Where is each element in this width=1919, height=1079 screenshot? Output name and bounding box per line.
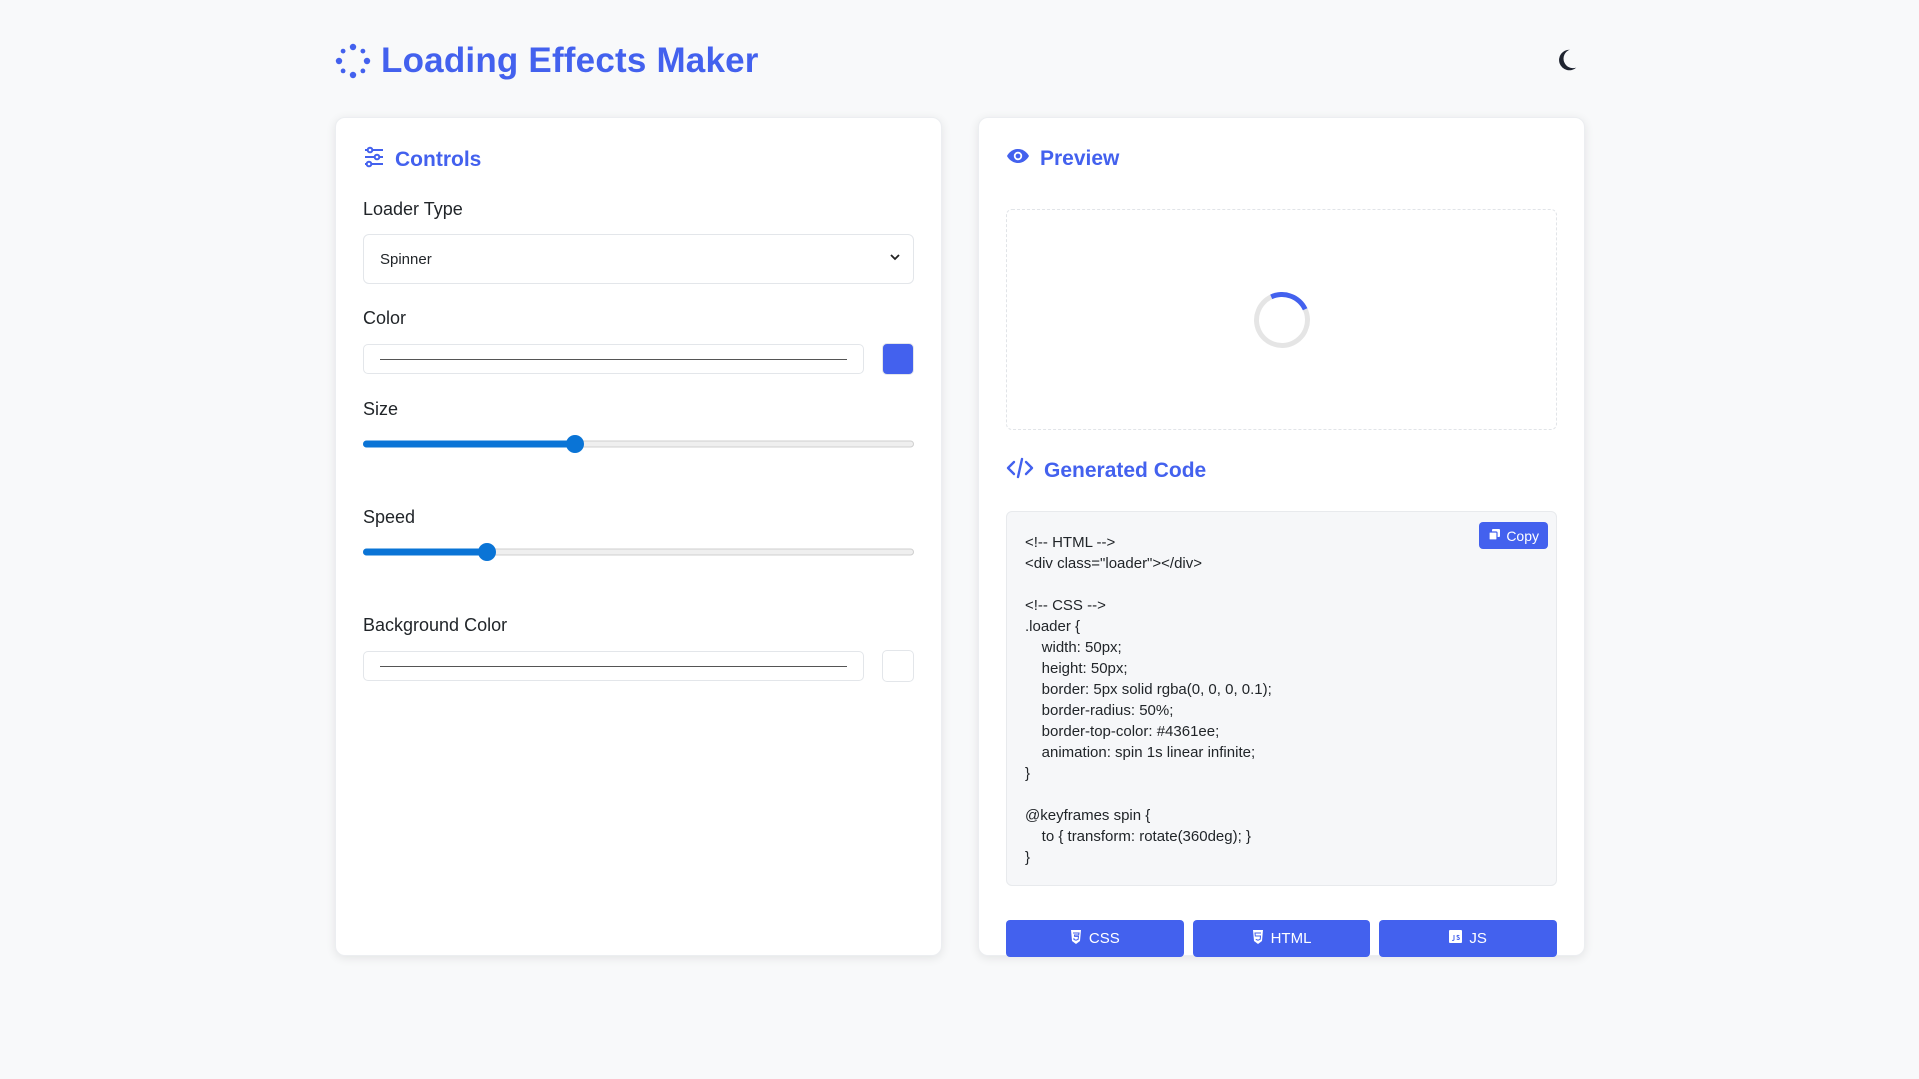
moon-icon: [1553, 47, 1579, 76]
background-color-text-input[interactable]: [363, 651, 864, 681]
background-color-label: Background Color: [363, 615, 508, 635]
html-label: HTML: [1270, 930, 1312, 947]
size-slider-fill: [363, 440, 576, 448]
js-label: JS: [1469, 930, 1487, 947]
speed-slider-fill: [363, 548, 487, 556]
code-text: <!-- HTML --> <div class="loader"></div>…: [1025, 534, 1272, 866]
preview-heading: Preview: [1006, 146, 1557, 172]
controls-card: Controls Loader Type Spinner Color: [335, 117, 942, 956]
preview-title: Preview: [1040, 147, 1120, 170]
preview-card: Preview Generated Code: [978, 117, 1585, 957]
speed-slider-thumb[interactable]: [477, 543, 496, 561]
css3-icon: [1070, 929, 1082, 948]
eye-icon: [1006, 146, 1030, 172]
loader-type-label: Loader Type: [363, 199, 463, 219]
html-button[interactable]: HTML: [1192, 920, 1371, 957]
chevron-down-icon: [889, 250, 901, 268]
size-slider[interactable]: [363, 434, 914, 454]
sliders-icon: [363, 146, 385, 174]
app-title: Loading Effects Maker: [381, 41, 759, 80]
css-label: CSS: [1088, 930, 1120, 947]
js-icon: [1449, 930, 1463, 947]
speed-label: Speed: [363, 507, 416, 527]
speed-slider[interactable]: [363, 542, 914, 562]
size-label: Size: [363, 399, 399, 419]
code-icon: [1006, 457, 1034, 485]
css-button[interactable]: CSS: [1006, 920, 1184, 957]
controls-title: Controls: [395, 148, 482, 171]
spinner-dots-icon: [335, 43, 371, 79]
brand: Loading Effects Maker: [335, 41, 759, 81]
header: Loading Effects Maker: [335, 36, 1584, 86]
color-label: Color: [363, 308, 407, 328]
theme-toggle-button[interactable]: [1548, 43, 1584, 79]
loader-type-select[interactable]: Spinner: [363, 234, 914, 284]
background-color-picker[interactable]: [882, 650, 914, 682]
preview-area: [1006, 209, 1557, 430]
export-tabs: CSS HTML JS: [1006, 920, 1558, 957]
html5-icon: [1252, 929, 1264, 948]
js-button[interactable]: JS: [1379, 920, 1558, 957]
loader-type-value: Spinner: [380, 250, 432, 268]
loader-preview-spinner: [1245, 283, 1318, 356]
generated-code-heading: Generated Code: [1006, 457, 1206, 485]
generated-code-title: Generated Code: [1044, 459, 1207, 482]
controls-heading: Controls: [363, 146, 914, 174]
copy-icon: [1488, 528, 1501, 544]
copy-label: Copy: [1506, 527, 1539, 544]
code-block: Copy <!-- HTML --> <div class="loader"><…: [1006, 511, 1557, 886]
color-picker[interactable]: [882, 343, 914, 375]
copy-button[interactable]: Copy: [1479, 522, 1548, 549]
size-slider-thumb[interactable]: [566, 435, 585, 453]
color-text-input[interactable]: [363, 344, 864, 374]
